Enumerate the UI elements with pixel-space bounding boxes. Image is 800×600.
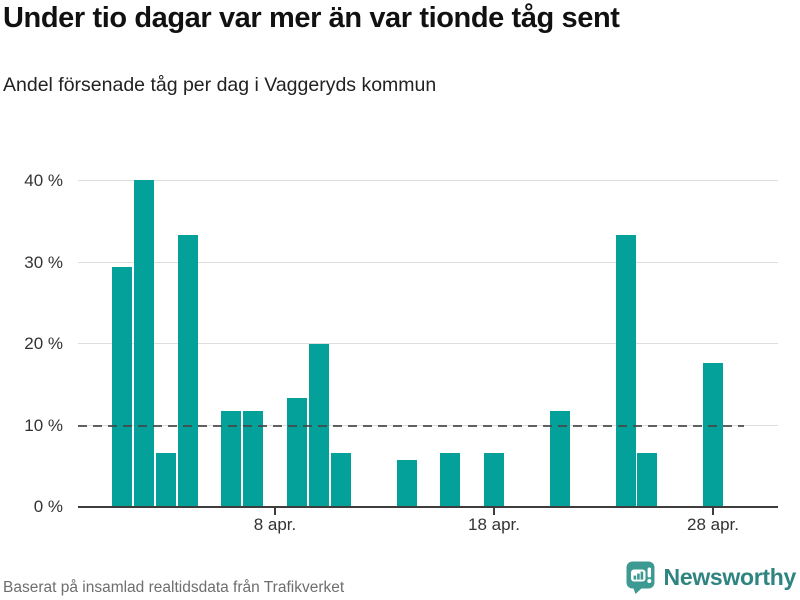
bar-11-apr: [331, 453, 351, 506]
bar-6-apr: [221, 411, 241, 506]
chart-title: Under tio dagar var mer än var tionde tå…: [3, 2, 620, 34]
x-axis-tick: [274, 508, 276, 515]
gridline: [78, 343, 778, 344]
bar-25-apr: [637, 453, 657, 506]
y-axis-label: 30 %: [24, 252, 63, 272]
bar-18-apr: [484, 453, 504, 506]
y-axis-label: 0 %: [33, 497, 63, 516]
newsworthy-logo-icon: [626, 561, 655, 594]
x-axis-line: [78, 506, 778, 508]
x-axis-tick: [493, 508, 495, 515]
x-axis-label: 28 apr.: [687, 515, 739, 534]
bar-16-apr: [440, 453, 460, 506]
chart-subtitle: Andel försenade tåg per dag i Vaggeryds …: [3, 74, 437, 96]
source-attribution: Baserat på insamlad realtidsdata från Tr…: [3, 579, 345, 596]
bar-9-apr: [287, 398, 307, 506]
x-axis-label: 8 apr.: [253, 515, 297, 534]
y-axis-label: 20 %: [24, 334, 63, 353]
bar-24-apr: [616, 235, 636, 506]
bar-2-apr: [134, 180, 154, 506]
y-axis-label: 40 %: [24, 171, 63, 190]
gridline: [78, 180, 778, 181]
bar-14-apr: [397, 460, 417, 506]
newsworthy-wordmark: Newsworthy: [663, 564, 797, 590]
reference-line-10pct: [78, 424, 744, 427]
bar-4-apr: [178, 235, 198, 506]
y-axis-label: 10 %: [24, 415, 63, 435]
bar-1-apr: [112, 267, 132, 506]
gridline: [78, 261, 778, 263]
x-axis-tick: [712, 508, 714, 515]
x-axis-label: 18 apr.: [468, 515, 520, 534]
bar-3-apr: [156, 453, 176, 506]
bar-28-apr: [703, 363, 723, 506]
bar-21-apr: [550, 411, 570, 506]
bar-7-apr: [243, 411, 263, 506]
newsworthy-logo: Newsworthy: [626, 561, 796, 594]
